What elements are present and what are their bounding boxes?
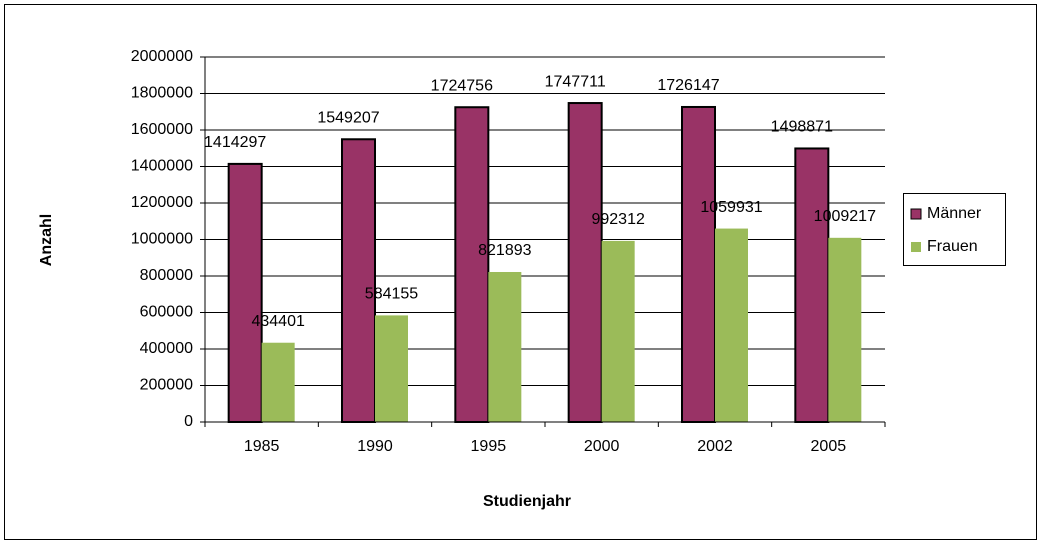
data-label: 434401	[251, 313, 304, 330]
x-tick-label: 1995	[471, 438, 507, 455]
y-tick-label: 1400000	[131, 158, 193, 175]
y-tick-label: 1800000	[131, 85, 193, 102]
data-label: 1009217	[814, 208, 876, 225]
legend-swatch	[910, 208, 922, 220]
y-tick-label: 600000	[140, 304, 193, 321]
y-tick-label: 1000000	[131, 231, 193, 248]
bar	[794, 147, 830, 423]
x-tick-label: 1990	[357, 438, 393, 455]
data-label: 1549207	[317, 109, 379, 126]
data-label: 1726147	[657, 77, 719, 94]
data-label: 1724756	[431, 77, 493, 94]
legend-swatch	[911, 242, 921, 252]
data-label: 584155	[365, 286, 418, 303]
data-label: 821893	[478, 242, 531, 259]
y-axis-title: Anzahl	[38, 214, 55, 266]
y-tick-label: 1200000	[131, 194, 193, 211]
bar	[567, 102, 603, 423]
bar	[227, 162, 263, 423]
bar	[454, 106, 490, 424]
y-tick-label: 1600000	[131, 121, 193, 138]
x-tick-label: 2000	[584, 438, 620, 455]
bar	[601, 240, 635, 422]
bar	[375, 315, 408, 422]
y-tick-label: 200000	[140, 377, 193, 394]
bar	[681, 105, 716, 423]
y-tick-label: 0	[184, 413, 193, 430]
bar	[828, 237, 862, 422]
x-tick-label: 2002	[697, 438, 733, 455]
legend-label: Frauen	[927, 238, 978, 255]
x-tick-label: 1985	[244, 438, 280, 455]
x-tick-label: 2005	[811, 438, 847, 455]
bar	[488, 272, 522, 422]
y-tick-label: 800000	[140, 267, 193, 284]
data-label: 1414297	[204, 134, 266, 151]
bar	[715, 228, 748, 422]
legend-label: Männer	[927, 205, 982, 222]
y-tick-label: 400000	[140, 340, 193, 357]
data-label: 1498871	[771, 119, 833, 136]
data-label: 992312	[591, 211, 644, 228]
y-tick-label: 2000000	[131, 48, 193, 65]
bar	[341, 138, 376, 424]
bar	[261, 342, 295, 422]
data-label: 1747711	[545, 73, 606, 90]
legend-box	[903, 193, 1006, 266]
x-axis-title: Studienjahr	[483, 493, 571, 510]
data-label: 1059931	[700, 199, 762, 216]
